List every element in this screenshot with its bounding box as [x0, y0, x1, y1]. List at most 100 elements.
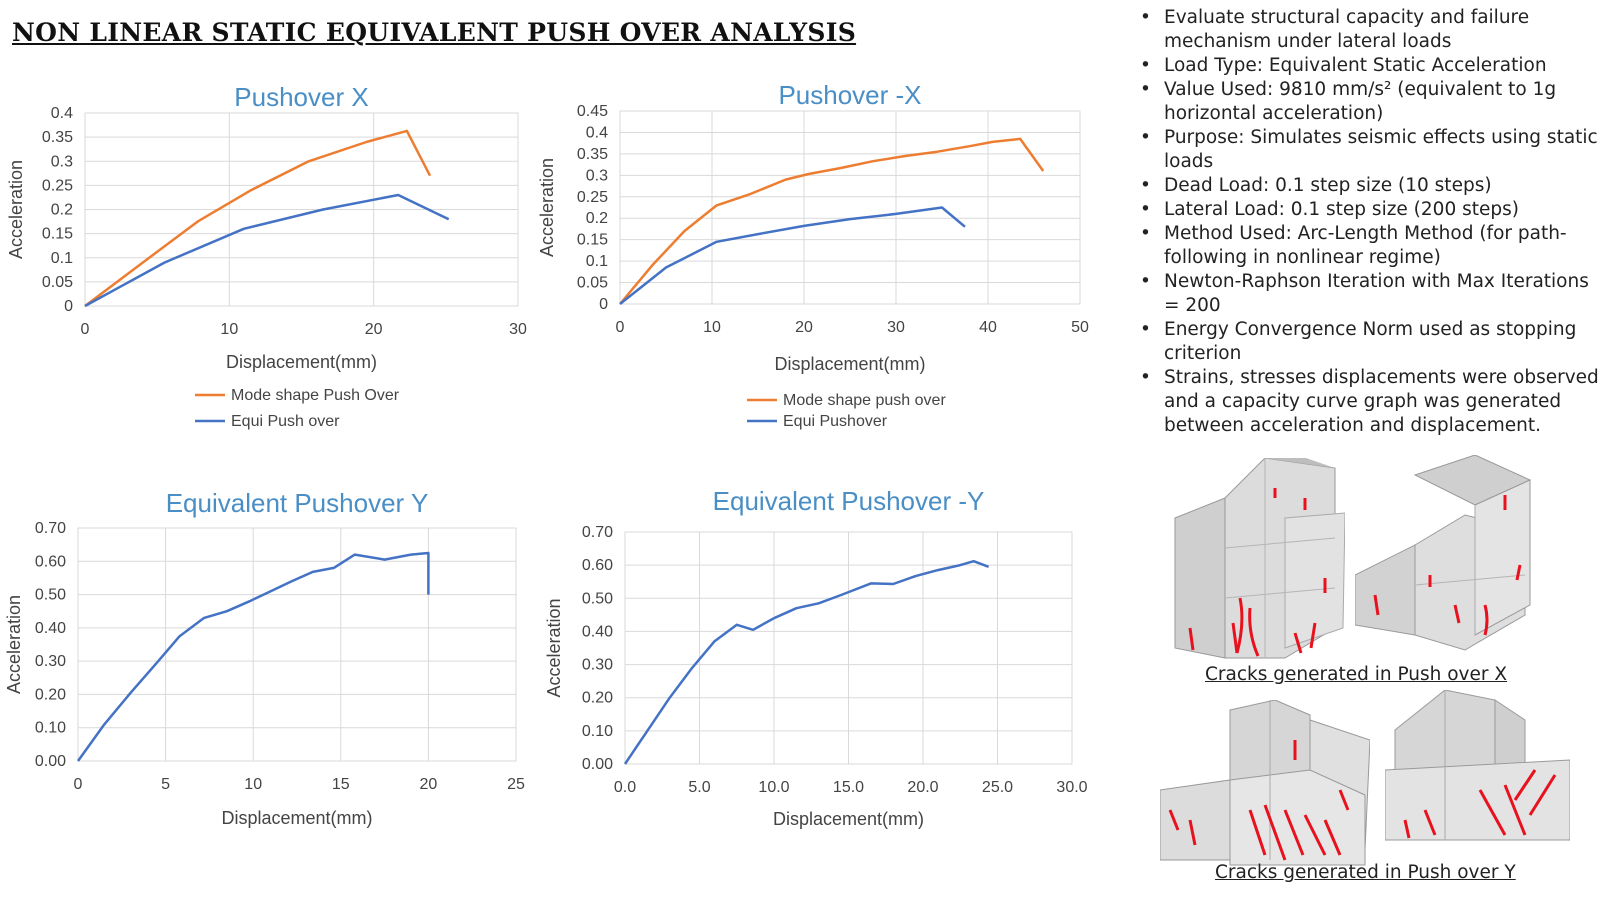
x-axis-label: Displacement(mm): [773, 809, 924, 829]
x-tick-label: 20: [365, 321, 383, 338]
y-tick-label: 0.25: [577, 189, 608, 206]
crack-render-x-iso: [1354, 454, 1535, 655]
x-tick-label: 10: [220, 321, 238, 338]
note-item: Purpose: Simulates seismic effects using…: [1140, 126, 1600, 174]
page-title: NON LINEAR STATIC EQUIVALENT PUSH OVER A…: [12, 18, 857, 47]
x-axis-label: Displacement(mm): [221, 808, 372, 828]
note-item: Evaluate structural capacity and failure…: [1140, 6, 1600, 54]
x-tick-label: 10: [244, 776, 262, 793]
y-tick-label: 0: [64, 298, 73, 315]
crack-render-y-right: [1384, 689, 1571, 855]
x-tick-label: 40: [979, 319, 997, 336]
y-axis-label: Acceleration: [6, 160, 26, 259]
x-tick-label: 20: [795, 319, 813, 336]
crack-render-x-front: [1165, 456, 1346, 668]
y-tick-label: 0.60: [582, 557, 613, 574]
plot-area: [77, 527, 517, 762]
chart-svg: 0 0.05 0.1 0.15 0.2 0.25 0.3 0.35 0.4 0.45 0 10 20 30…: [537, 80, 1089, 430]
note-item: Load Type: Equivalent Static Acceleratio…: [1140, 54, 1600, 78]
y-tick-label: 0.1: [51, 250, 73, 267]
x-tick-label: 10.0: [758, 779, 789, 796]
x-tick-label: 15: [332, 776, 350, 793]
y-tick-label: 0.40: [582, 623, 613, 640]
y-tick-label: 0.35: [42, 129, 73, 146]
series-line: [84, 129, 432, 307]
chart-title: Pushover -X: [778, 80, 921, 110]
chart-svg: 0.00 0.10 0.20 0.30 0.40 0.50 0.60 0.70 0 5 10 15 20…: [4, 488, 525, 828]
legend-label: Mode shape Push Over: [231, 387, 400, 404]
note-item: Lateral Load: 0.1 step size (200 steps): [1140, 198, 1600, 222]
y-tick-label: 0.60: [35, 553, 66, 570]
series-line: [623, 559, 990, 765]
x-tick-label: 20.0: [907, 779, 938, 796]
x-tick-label: 15.0: [833, 779, 864, 796]
x-tick-label: 10: [703, 319, 721, 336]
y-tick-label: 0.20: [35, 686, 66, 703]
notes-list: Evaluate structural capacity and failure…: [1140, 6, 1600, 438]
y-tick-label: 0.00: [35, 753, 66, 770]
y-tick-label: 0.2: [586, 210, 608, 227]
y-tick-label: 0.50: [582, 590, 613, 607]
y-tick-label: 0.10: [582, 723, 613, 740]
chart-svg: 0.00 0.10 0.20 0.30 0.40 0.50 0.60 0.70 0.0 5.0 10…: [544, 486, 1088, 829]
chart-title: Equivalent Pushover Y: [166, 488, 429, 518]
y-tick-label: 0.1: [586, 253, 608, 270]
crack-render-y-left: [1159, 699, 1371, 870]
x-tick-label: 0: [81, 321, 90, 338]
y-tick-label: 0.2: [51, 202, 73, 219]
series-line: [619, 206, 966, 305]
chart-equivalent-pushover-y: 0.00 0.10 0.20 0.30 0.40 0.50 0.60 0.70 0 5 10 15 20…: [0, 482, 545, 842]
chart-pushover-x: 0 0.05 0.1 0.15 0.2 0.25 0.3 0.35 0.4 0 10 20 30 Push…: [0, 78, 545, 450]
note-item: Newton-Raphson Iteration with Max Iterat…: [1140, 270, 1600, 318]
series-line: [84, 193, 450, 308]
y-axis-label: Acceleration: [544, 598, 564, 697]
y-tick-label: 0.00: [582, 756, 613, 773]
note-item: Value Used: 9810 mm/s² (equivalent to 1g…: [1140, 78, 1600, 126]
y-tick-label: 0.25: [42, 177, 73, 194]
note-item: Method Used: Arc-Length Method (for path…: [1140, 222, 1600, 270]
chart-svg: 0 0.05 0.1 0.15 0.2 0.25 0.3 0.35 0.4 0 10 20 30 Push…: [6, 82, 527, 430]
x-tick-label: 25.0: [982, 779, 1013, 796]
y-axis-label: Acceleration: [4, 595, 24, 694]
crack-y-caption: Cracks generated in Push over Y: [1215, 862, 1516, 883]
x-tick-label: 30: [509, 321, 527, 338]
x-axis-label: Displacement(mm): [226, 352, 377, 372]
legend-label: Mode shape push over: [783, 392, 946, 409]
y-tick-label: 0.30: [582, 657, 613, 674]
chart-title: Pushover X: [234, 82, 368, 112]
note-item: Dead Load: 0.1 step size (10 steps): [1140, 174, 1600, 198]
y-tick-label: 0.15: [577, 232, 608, 249]
note-item: Strains, stresses displacements were obs…: [1140, 366, 1600, 438]
x-tick-label: 20: [420, 776, 438, 793]
y-tick-label: 0.20: [582, 690, 613, 707]
x-axis-label: Displacement(mm): [774, 354, 925, 374]
y-tick-label: 0.35: [577, 146, 608, 163]
x-tick-label: 30: [887, 319, 905, 336]
x-tick-label: 0: [616, 319, 625, 336]
chart-title: Equivalent Pushover -Y: [713, 486, 985, 516]
y-tick-label: 0: [599, 296, 608, 313]
x-tick-label: 50: [1071, 319, 1089, 336]
note-item: Energy Convergence Norm used as stopping…: [1140, 318, 1600, 366]
x-tick-label: 25: [507, 776, 525, 793]
y-tick-label: 0.70: [35, 520, 66, 537]
y-tick-label: 0.40: [35, 620, 66, 637]
y-tick-label: 0.3: [586, 167, 608, 184]
chart-equivalent-pushover-neg-y: 0.00 0.10 0.20 0.30 0.40 0.50 0.60 0.70 0.0 5.0 10…: [544, 482, 1100, 842]
y-tick-label: 0.4: [51, 105, 73, 122]
crack-x-caption: Cracks generated in Push over X: [1205, 664, 1508, 685]
y-tick-label: 0.45: [577, 103, 608, 120]
y-tick-label: 0.4: [586, 124, 608, 141]
y-tick-label: 0.05: [42, 274, 73, 291]
x-tick-label: 0.0: [614, 779, 636, 796]
y-tick-label: 0.10: [35, 720, 66, 737]
x-tick-label: 5: [161, 776, 170, 793]
y-tick-label: 0.05: [577, 275, 608, 292]
x-tick-label: 0: [74, 776, 83, 793]
y-tick-label: 0.50: [35, 587, 66, 604]
x-tick-label: 30.0: [1056, 779, 1087, 796]
y-axis-label: Acceleration: [537, 158, 557, 257]
y-tick-label: 0.3: [51, 153, 73, 170]
legend-label: Equi Push over: [231, 413, 340, 430]
legend-label: Equi Pushover: [783, 413, 888, 430]
